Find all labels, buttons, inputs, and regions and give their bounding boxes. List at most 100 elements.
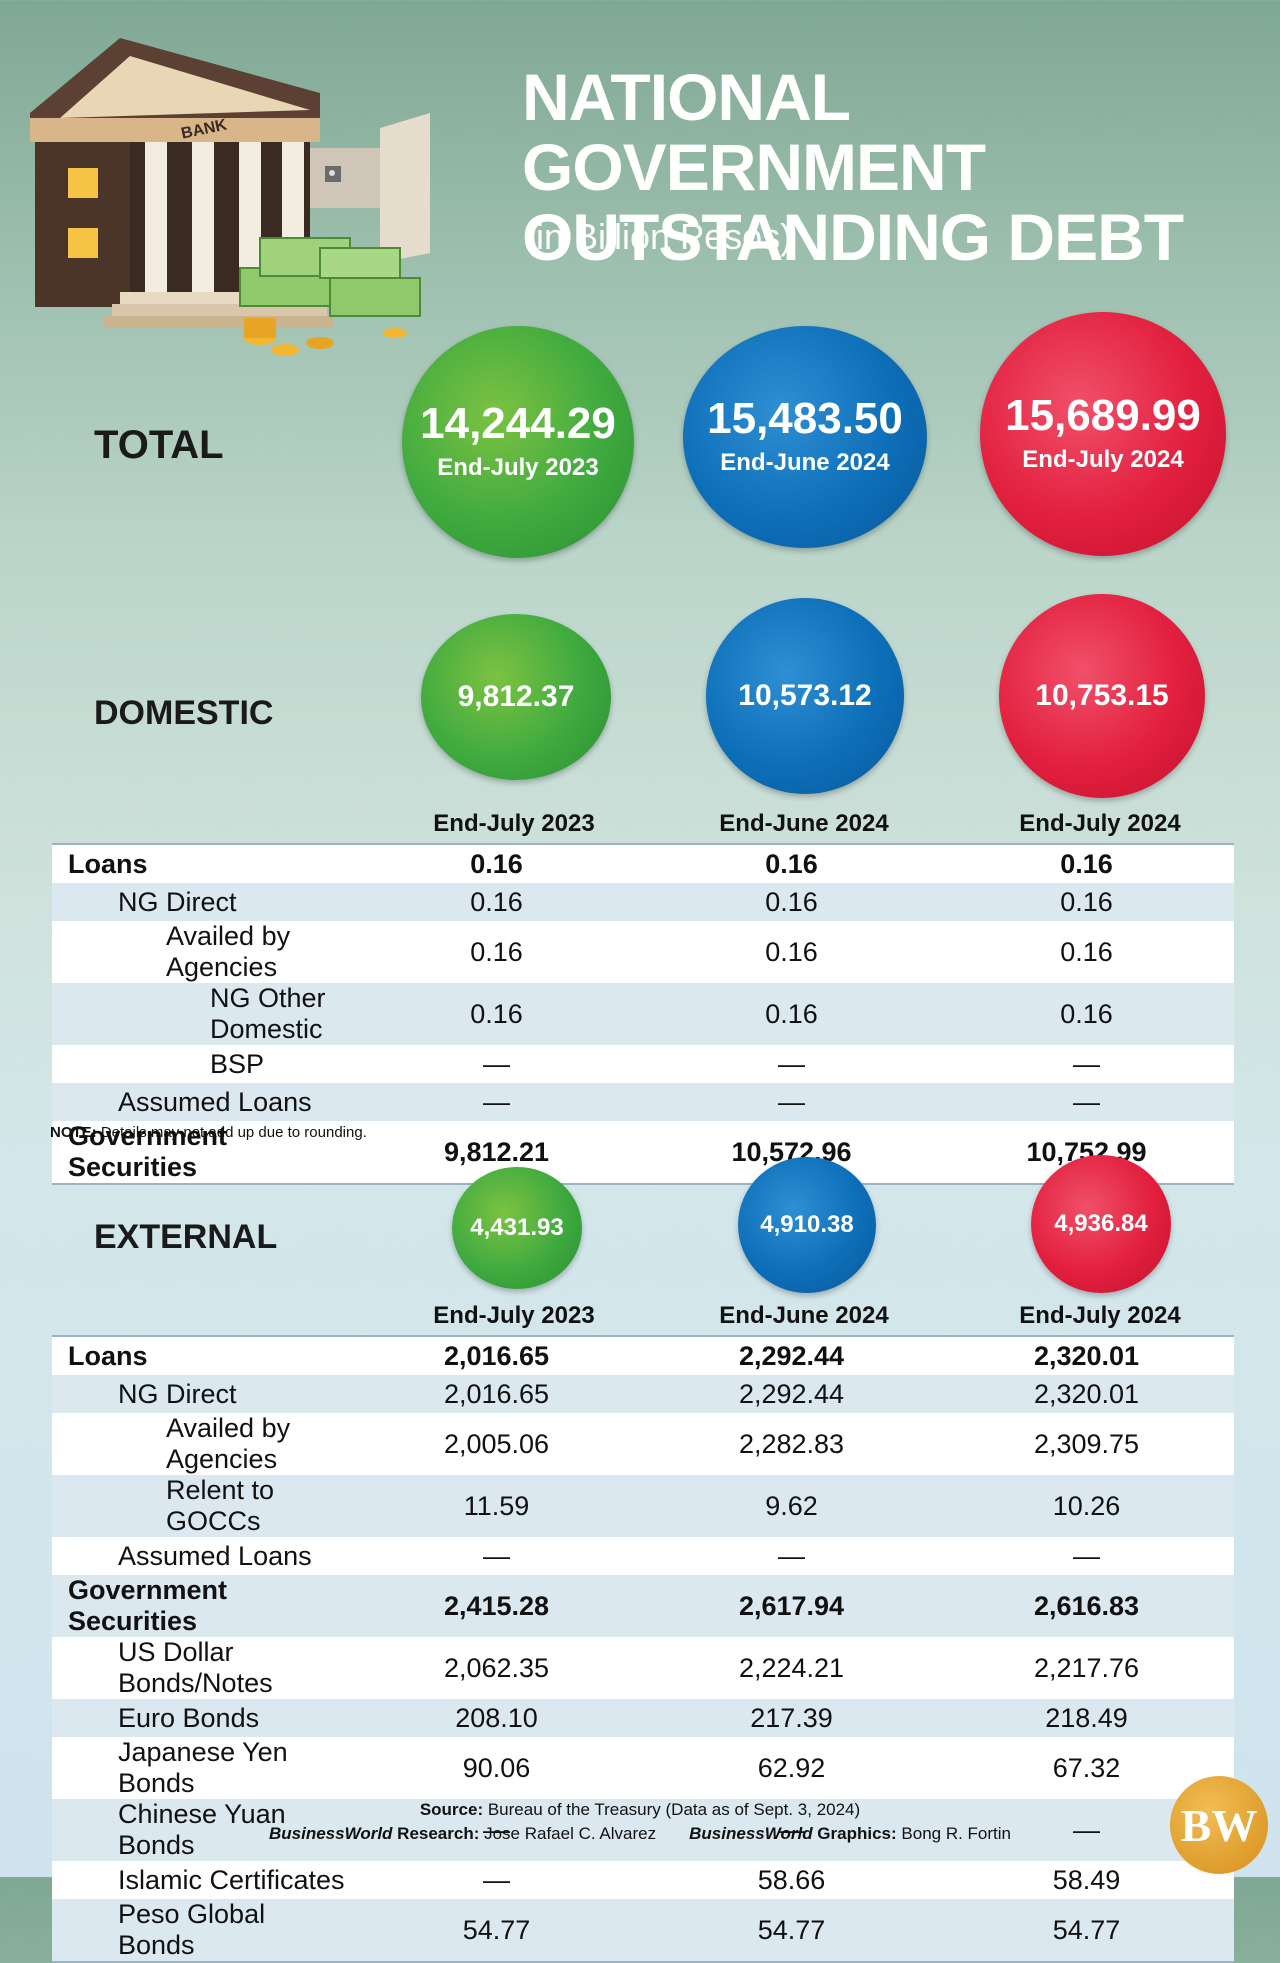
row-label: Japanese Yen Bonds xyxy=(118,1737,288,1798)
total-period-2: End-June 2024 xyxy=(720,449,890,476)
row-value: 0.16 xyxy=(470,886,523,917)
total-circle-2: 15,483.50 End-June 2024 xyxy=(683,326,927,548)
row-value: 218.49 xyxy=(1045,1702,1128,1733)
row-value: 0.16 xyxy=(470,998,523,1029)
source-credit: Source: Bureau of the Treasury (Data as … xyxy=(0,1800,1280,1820)
total-circle-1: 14,244.29 End-July 2023 xyxy=(402,326,634,558)
chart-title: NATIONAL GOVERNMENT OUTSTANDING DEBT xyxy=(522,62,1280,272)
external-circle-3: 4,936.84 xyxy=(1031,1155,1171,1293)
row-value: 2,062.35 xyxy=(443,1652,550,1683)
table-row: Loans 2,016.65 2,292.44 2,320.01 xyxy=(52,1336,1234,1375)
table-row: Chinese Yuan Bonds — — — xyxy=(52,1799,1234,1861)
row-value: 2,016.65 xyxy=(443,1340,550,1371)
domestic-value-3: 10,753.15 xyxy=(1035,679,1169,712)
row-value: 217.39 xyxy=(750,1702,833,1733)
row-value: 10.26 xyxy=(1052,1490,1121,1521)
safe-icon xyxy=(310,113,430,263)
domestic-col-head-3: End-July 2024 xyxy=(1019,810,1181,837)
row-label: NG Direct xyxy=(118,886,237,917)
row-value: 0.16 xyxy=(1060,848,1113,879)
row-label: Government Securities xyxy=(68,1121,228,1182)
graphics-name: Bong R. Fortin xyxy=(896,1824,1011,1843)
total-value-2: 15,483.50 xyxy=(707,394,903,443)
domestic-col-head-2: End-June 2024 xyxy=(719,810,889,837)
row-value: 2,309.75 xyxy=(1033,1428,1140,1459)
total-value-1: 14,244.29 xyxy=(420,399,616,448)
total-label: TOTAL xyxy=(94,423,224,467)
chart-subtitle: (in Billion Pesos) xyxy=(524,216,793,257)
row-value: — xyxy=(1073,1048,1100,1079)
row-value: — xyxy=(483,1086,510,1117)
domestic-value-2: 10,573.12 xyxy=(738,679,872,712)
row-value: 54.77 xyxy=(462,1914,531,1945)
external-circle-2: 4,910.38 xyxy=(738,1157,876,1293)
external-table: Loans 2,016.65 2,292.44 2,320.01 NG Direct 2,… xyxy=(52,1335,1234,1963)
row-value: 58.49 xyxy=(1052,1864,1121,1895)
table-row: Government Securities 2,415.28 2,617.94 2,6… xyxy=(52,1575,1234,1637)
row-value: 54.77 xyxy=(757,1914,826,1945)
source-text: Bureau of the Treasury (Data as of Sept.… xyxy=(483,1800,861,1819)
external-value-2: 4,910.38 xyxy=(760,1211,854,1238)
total-period-3: End-July 2024 xyxy=(1022,446,1184,473)
row-value: 2,292.44 xyxy=(738,1378,845,1409)
note: NOTE: Details may not add up due to roun… xyxy=(50,1124,367,1141)
row-value: 0.16 xyxy=(1060,998,1113,1029)
row-value: 54.77 xyxy=(1052,1914,1121,1945)
table-row: Relent to GOCCs 11.59 9.62 10.26 xyxy=(52,1475,1234,1537)
row-value: 9.62 xyxy=(765,1490,818,1521)
bank-illustration: BANK xyxy=(30,38,430,356)
row-value: 62.92 xyxy=(757,1752,826,1783)
row-value: — xyxy=(483,1864,510,1895)
row-label: Islamic Certificates xyxy=(118,1864,345,1895)
row-value: — xyxy=(1073,1086,1100,1117)
row-value: — xyxy=(483,1814,510,1845)
external-label: EXTERNAL xyxy=(94,1218,278,1256)
research-name: Jose Rafael C. Alvarez xyxy=(479,1824,657,1843)
external-col-head-3: End-July 2024 xyxy=(1019,1302,1181,1329)
row-value: — xyxy=(483,1540,510,1571)
row-value: 9,812.21 xyxy=(443,1136,550,1167)
note-text: Details may not add up due to rounding. xyxy=(96,1124,367,1141)
domestic-col-head-1: End-July 2023 xyxy=(433,810,595,837)
row-label: BSP xyxy=(210,1048,265,1079)
note-label: NOTE: xyxy=(50,1124,97,1141)
table-row: NG Other Domestic 0.16 0.16 0.16 xyxy=(52,983,1234,1045)
row-value: 11.59 xyxy=(463,1490,530,1521)
external-col-head-2: End-June 2024 xyxy=(719,1302,889,1329)
row-value: 2,616.83 xyxy=(1033,1590,1140,1621)
domestic-circle-1: 9,812.37 xyxy=(421,614,611,780)
table-row: Assumed Loans — — — xyxy=(52,1537,1234,1575)
row-value: 2,005.06 xyxy=(443,1428,550,1459)
research-label: Research: xyxy=(392,1824,480,1843)
row-value: — xyxy=(1073,1814,1100,1845)
table-row: NG Direct 2,016.65 2,292.44 2,320.01 xyxy=(52,1375,1234,1413)
row-value: 2,415.28 xyxy=(443,1590,550,1621)
row-value: 0.16 xyxy=(765,848,818,879)
row-value: 0.16 xyxy=(1060,886,1113,917)
row-value: 2,282.83 xyxy=(738,1428,845,1459)
research-brand: BusinessWorld xyxy=(269,1824,393,1843)
table-row: BSP — — — xyxy=(52,1045,1234,1083)
row-value: 2,617.94 xyxy=(738,1590,845,1621)
total-value-3: 15,689.99 xyxy=(1005,391,1201,440)
row-label: NG Other Domestic xyxy=(210,983,326,1044)
staff-credit: BusinessWorld Research: Jose Rafael C. A… xyxy=(0,1824,1280,1844)
row-value: — xyxy=(778,1814,805,1845)
row-value: 67.32 xyxy=(1052,1752,1121,1783)
row-label: Assumed Loans xyxy=(118,1086,312,1117)
table-row: Availed by Agencies 0.16 0.16 0.16 xyxy=(52,921,1234,983)
table-row: Availed by Agencies 2,005.06 2,282.83 2,309… xyxy=(52,1413,1234,1475)
domestic-circle-2: 10,573.12 xyxy=(706,598,904,794)
table-row: NG Direct 0.16 0.16 0.16 xyxy=(52,883,1234,921)
coins-icon xyxy=(244,318,407,356)
row-label: Euro Bonds xyxy=(118,1702,260,1733)
table-row: Loans 0.16 0.16 0.16 xyxy=(52,844,1234,883)
external-circle-1: 4,431.93 xyxy=(452,1167,582,1289)
table-row: Assumed Loans — — — xyxy=(52,1083,1234,1121)
row-value: 2,217.76 xyxy=(1033,1652,1140,1683)
row-value: — xyxy=(483,1048,510,1079)
row-value: 0.16 xyxy=(765,998,818,1029)
row-value: 2,016.65 xyxy=(443,1378,550,1409)
row-label: Relent to GOCCs xyxy=(166,1475,275,1536)
row-label: Chinese Yuan Bonds xyxy=(118,1799,286,1860)
